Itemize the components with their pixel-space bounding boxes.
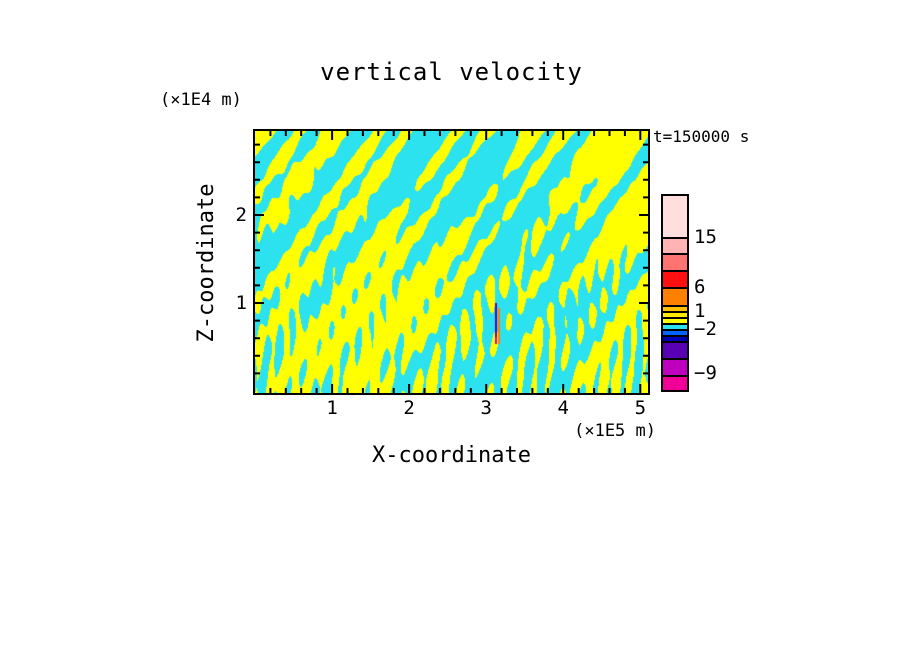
colorbar-segment [663,270,687,287]
time-annotation: t=150000 s [653,127,750,146]
axis-ticks [255,131,648,393]
colorbar-segment [663,358,687,375]
colorbar-tick-label: 1 [694,300,706,322]
velocity-field-heatmap [255,131,648,393]
x-tick-label: 4 [557,397,569,419]
colorbar-tick-label: −9 [694,362,717,384]
colorbar-segment [663,287,687,305]
y-tick-label: 1 [235,292,247,314]
colorbar-segment [663,317,687,323]
colorbar-segment [663,311,687,317]
x-axis-title: X-coordinate [372,443,531,468]
x-tick-label: 2 [403,397,415,419]
colorbar-segment [663,335,687,341]
colorbar-segment [663,375,687,390]
chart-title: vertical velocity [320,58,583,86]
x-tick-label: 5 [634,397,647,419]
colorbar-segment [663,305,687,311]
y-axis-title: Z-coordinate [194,183,219,343]
x-axis-units-label: (×1E5 m) [574,421,656,441]
colorbar-segment [663,323,687,329]
colorbar-segment [663,341,687,358]
colorbar-segment [663,237,687,253]
x-tick-label: 3 [480,397,492,419]
plot-area [253,129,650,395]
y-axis-units-label: (×1E4 m) [160,90,242,110]
y-tick-label: 2 [235,204,247,226]
colorbar-segment [663,329,687,335]
colorbar-tick-label: 6 [694,276,706,298]
colorbar [661,194,689,392]
colorbar-segment [663,253,687,270]
colorbar-tick-label: 15 [694,226,717,248]
colorbar-segment [663,196,687,237]
colorbar-tick-label: −2 [694,318,717,340]
x-tick-label: 1 [326,397,338,419]
